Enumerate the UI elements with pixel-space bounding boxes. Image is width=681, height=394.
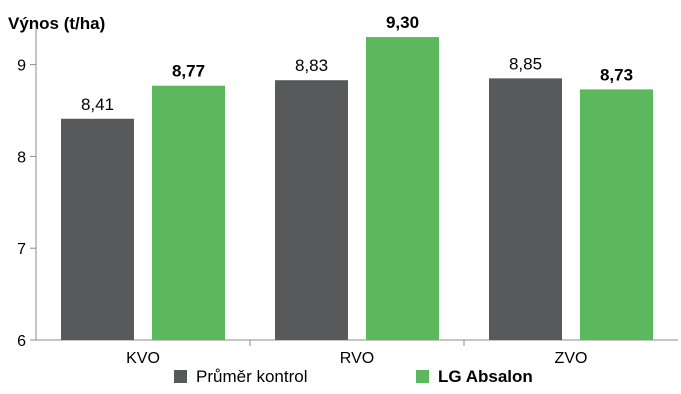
data-label: 8,41	[81, 95, 114, 114]
y-axis-title: Výnos (t/ha)	[8, 14, 105, 33]
legend: Průměr kontrol LG Absalon	[174, 367, 533, 386]
data-label: 8,85	[509, 54, 542, 73]
axis-layer: 6 7 8 9 KVO RVO ZVO	[17, 27, 678, 367]
bar-prumer-kontrol	[61, 118, 134, 341]
y-tick-label: 6	[17, 333, 26, 350]
y-tick-label: 8	[17, 149, 26, 166]
bar-lg-absalon	[152, 85, 225, 341]
legend-label: Průměr kontrol	[196, 367, 307, 386]
x-tick-label: ZVO	[555, 350, 588, 367]
data-label-layer: 8,41 8,77 8,83 9,30 8,85 8,73	[81, 13, 633, 114]
legend-swatch	[174, 370, 187, 383]
data-label: 8,73	[600, 65, 633, 84]
x-tick-label: RVO	[340, 350, 374, 367]
bar-prumer-kontrol	[275, 80, 348, 341]
data-label: 8,77	[172, 62, 205, 81]
bar-lg-absalon	[580, 89, 653, 340]
data-label: 9,30	[386, 13, 419, 32]
bar-layer	[61, 37, 653, 341]
data-label: 8,83	[295, 56, 328, 75]
bar-lg-absalon	[366, 37, 439, 341]
legend-swatch	[416, 370, 429, 383]
legend-label: LG Absalon	[438, 367, 533, 386]
y-tick-label: 9	[17, 58, 26, 75]
x-tick-label: KVO	[126, 350, 160, 367]
bar-prumer-kontrol	[489, 78, 562, 341]
y-tick-label: 7	[17, 241, 26, 258]
